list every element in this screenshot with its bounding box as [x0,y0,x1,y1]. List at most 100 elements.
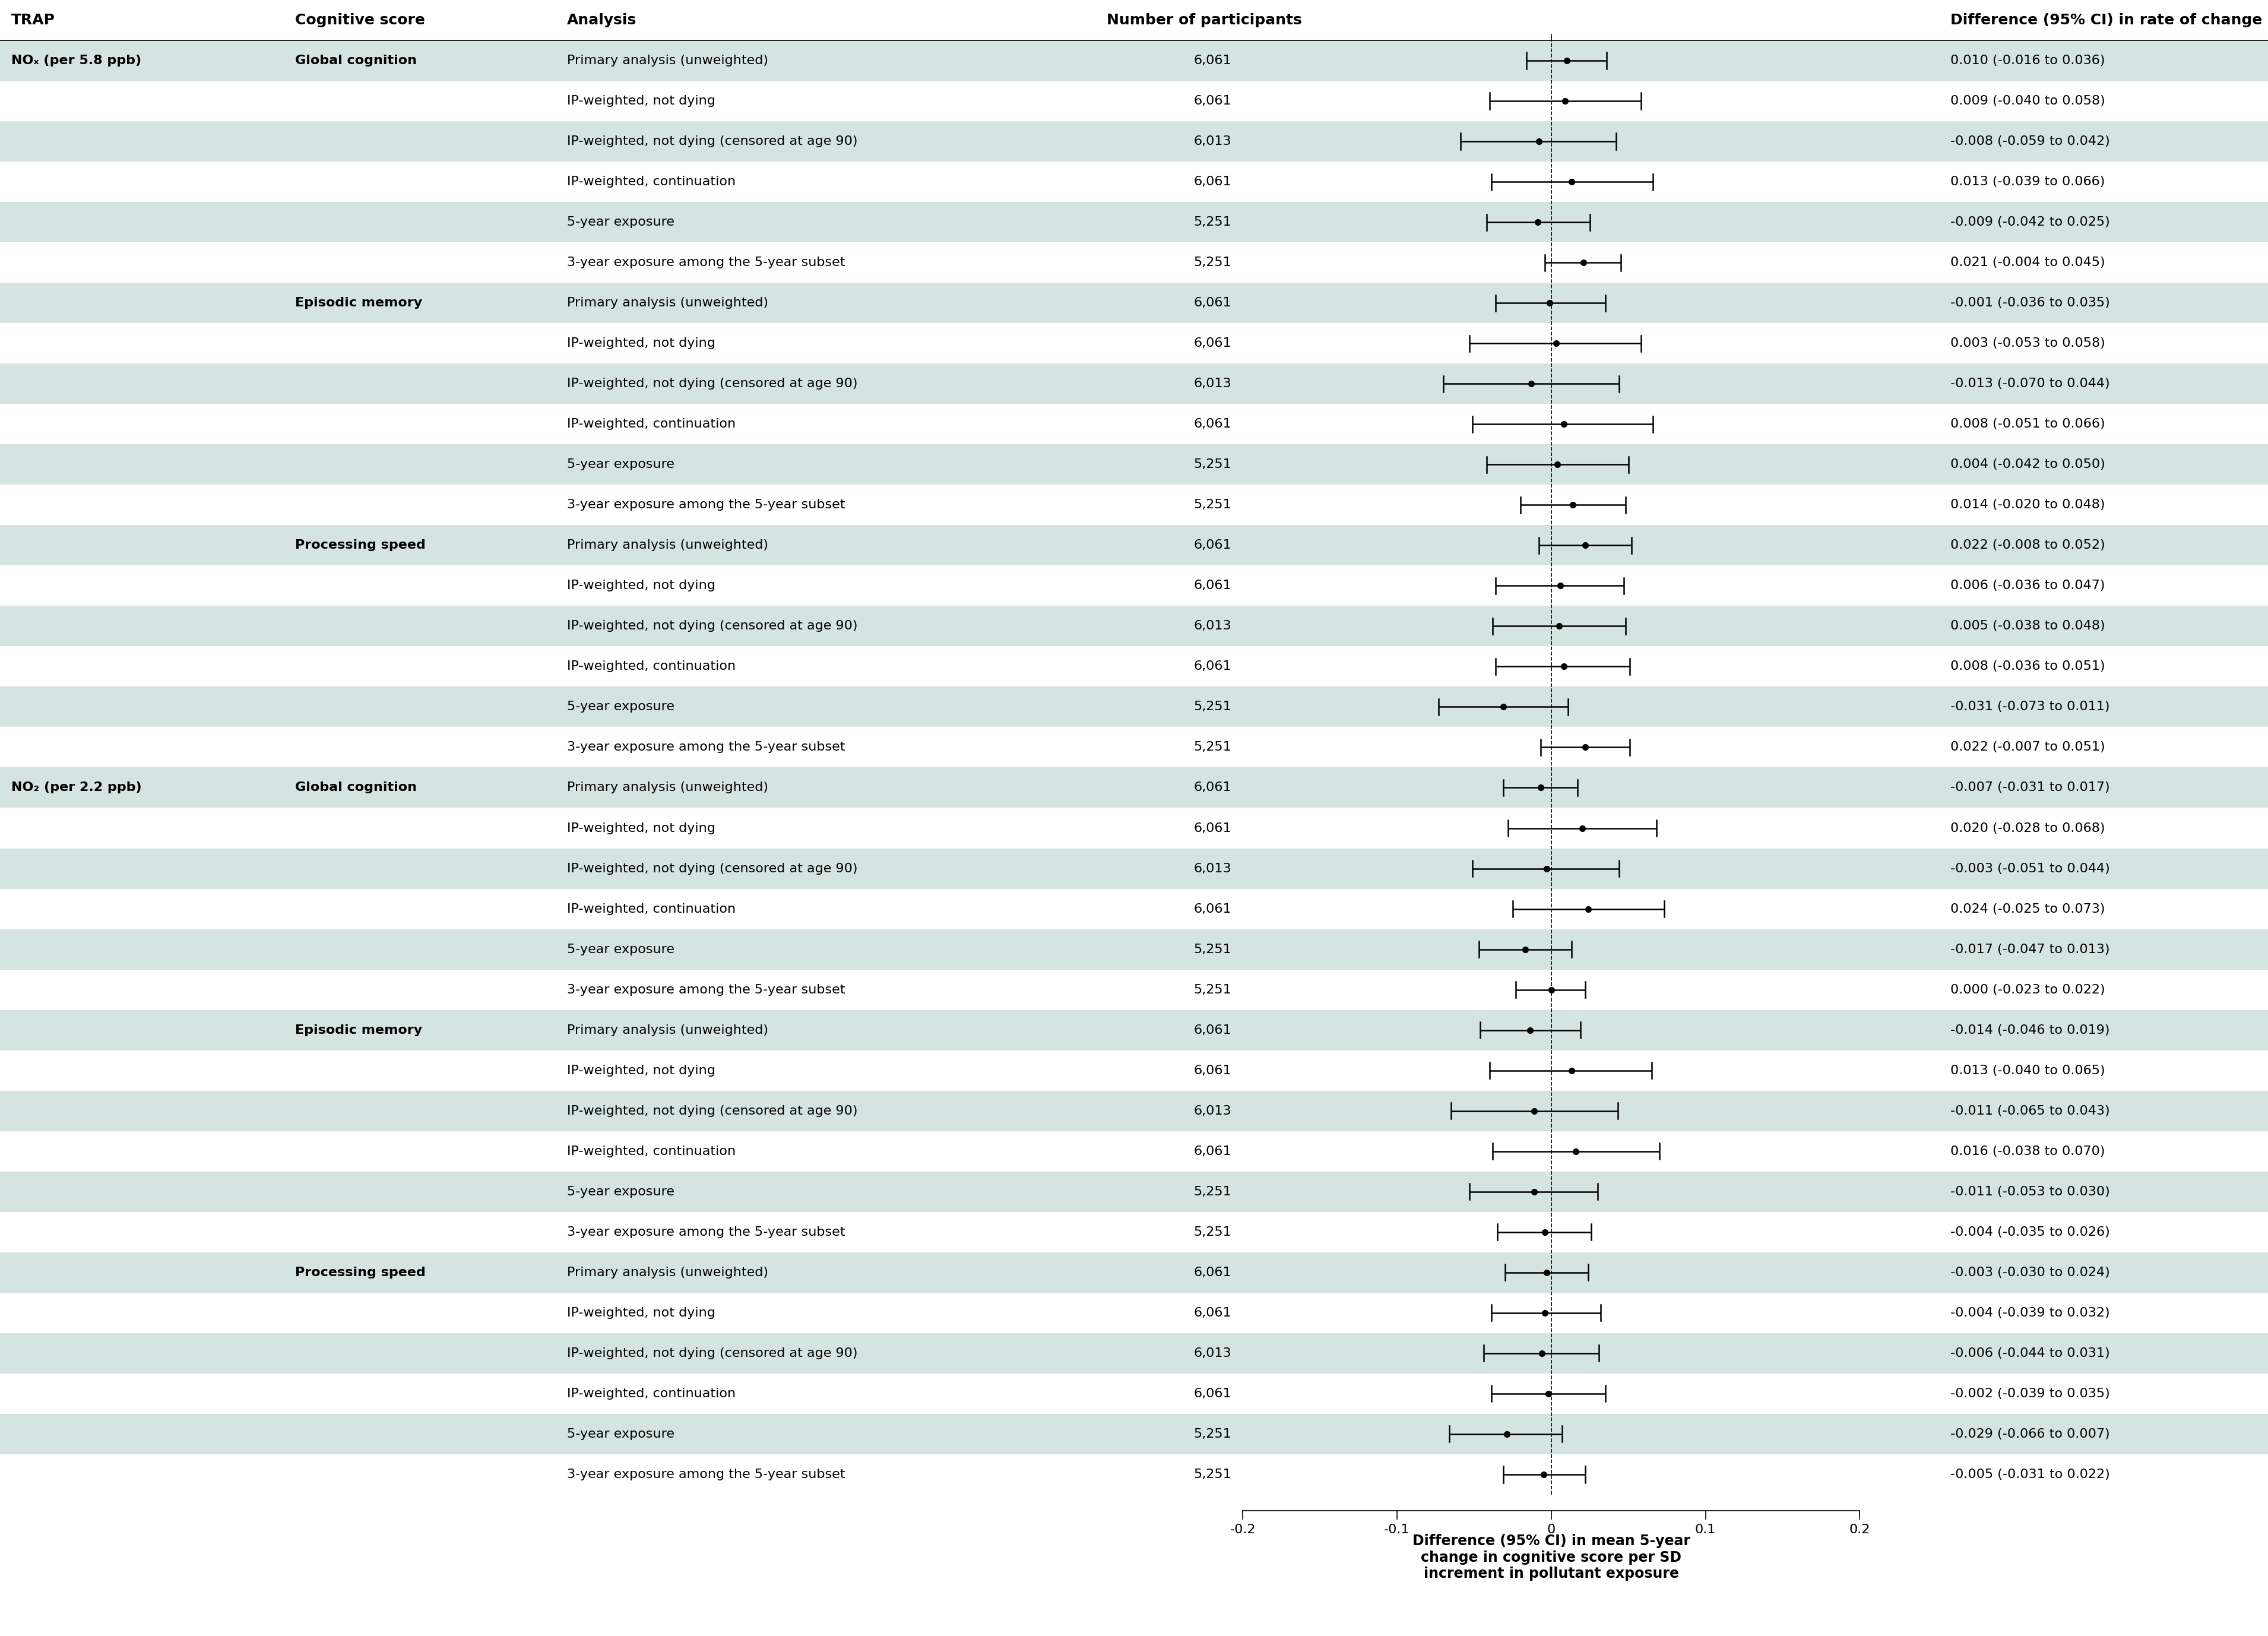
Text: 5,251: 5,251 [1193,1186,1232,1198]
Text: -0.004 (-0.039 to 0.032): -0.004 (-0.039 to 0.032) [1950,1307,2109,1319]
Text: -0.009 (-0.042 to 0.025): -0.009 (-0.042 to 0.025) [1950,216,2109,227]
Text: Primary analysis (unweighted): Primary analysis (unweighted) [567,1024,769,1036]
Text: 0.006 (-0.036 to 0.047): 0.006 (-0.036 to 0.047) [1950,579,2105,592]
Text: IP-weighted, not dying: IP-weighted, not dying [567,823,714,834]
Text: Difference (95% CI) in rate of change: Difference (95% CI) in rate of change [1950,13,2261,28]
Text: 6,061: 6,061 [1193,1387,1232,1399]
Text: 6,061: 6,061 [1193,54,1232,67]
Text: IP-weighted, continuation: IP-weighted, continuation [567,1387,735,1399]
Text: Primary analysis (unweighted): Primary analysis (unweighted) [567,1266,769,1278]
Text: 3-year exposure among the 5-year subset: 3-year exposure among the 5-year subset [567,1225,846,1238]
Text: 5,251: 5,251 [1193,257,1232,268]
Text: Primary analysis (unweighted): Primary analysis (unweighted) [567,298,769,309]
Text: 5,251: 5,251 [1193,983,1232,996]
Text: 3-year exposure among the 5-year subset: 3-year exposure among the 5-year subset [567,1469,846,1481]
Text: -0.2: -0.2 [1229,1523,1256,1536]
Text: IP-weighted, not dying: IP-weighted, not dying [567,95,714,106]
Text: 0.022 (-0.008 to 0.052): 0.022 (-0.008 to 0.052) [1950,540,2105,551]
Text: 0.008 (-0.036 to 0.051): 0.008 (-0.036 to 0.051) [1950,661,2105,672]
Text: 6,013: 6,013 [1193,378,1232,389]
Text: 6,013: 6,013 [1193,620,1232,631]
Text: 5,251: 5,251 [1193,458,1232,471]
Text: Global cognition: Global cognition [295,782,417,793]
Text: 5-year exposure: 5-year exposure [567,1186,674,1198]
Bar [0,1333,2268,1374]
Text: 0.005 (-0.038 to 0.048): 0.005 (-0.038 to 0.048) [1950,620,2105,631]
Text: 0.000 (-0.023 to 0.022): 0.000 (-0.023 to 0.022) [1950,983,2105,996]
Bar [0,1252,2268,1292]
Text: Processing speed: Processing speed [295,540,426,551]
Text: 6,061: 6,061 [1193,823,1232,834]
Bar [0,1009,2268,1050]
Text: NO₂ (per 2.2 ppb): NO₂ (per 2.2 ppb) [11,782,141,793]
Text: IP-weighted, continuation: IP-weighted, continuation [567,175,735,188]
Text: 0.003 (-0.053 to 0.058): 0.003 (-0.053 to 0.058) [1950,337,2105,350]
Text: 5-year exposure: 5-year exposure [567,1428,674,1440]
Text: Processing speed: Processing speed [295,1266,426,1278]
Text: 5,251: 5,251 [1193,499,1232,510]
Text: -0.031 (-0.073 to 0.011): -0.031 (-0.073 to 0.011) [1950,700,2109,713]
Text: IP-weighted, not dying (censored at age 90): IP-weighted, not dying (censored at age … [567,862,857,874]
Text: IP-weighted, not dying (censored at age 90): IP-weighted, not dying (censored at age … [567,1348,857,1360]
Bar [0,849,2268,888]
Text: Primary analysis (unweighted): Primary analysis (unweighted) [567,54,769,67]
Text: Episodic memory: Episodic memory [295,298,422,309]
Bar [0,687,2268,726]
Text: IP-weighted, not dying (censored at age 90): IP-weighted, not dying (censored at age … [567,620,857,631]
Text: 6,061: 6,061 [1193,903,1232,915]
Text: NOₓ (per 5.8 ppb): NOₓ (per 5.8 ppb) [11,54,141,67]
Text: 3-year exposure among the 5-year subset: 3-year exposure among the 5-year subset [567,257,846,268]
Text: IP-weighted, not dying (censored at age 90): IP-weighted, not dying (censored at age … [567,1104,857,1117]
Bar [0,201,2268,242]
Text: 6,061: 6,061 [1193,175,1232,188]
Text: IP-weighted, not dying: IP-weighted, not dying [567,1307,714,1319]
Text: -0.006 (-0.044 to 0.031): -0.006 (-0.044 to 0.031) [1950,1348,2109,1360]
Bar [0,1414,2268,1454]
Text: 3-year exposure among the 5-year subset: 3-year exposure among the 5-year subset [567,741,846,753]
Text: IP-weighted, continuation: IP-weighted, continuation [567,903,735,915]
Bar [0,767,2268,808]
Text: -0.007 (-0.031 to 0.017): -0.007 (-0.031 to 0.017) [1950,782,2109,793]
Text: 5,251: 5,251 [1193,944,1232,955]
Text: Difference (95% CI) in mean 5-year
change in cognitive score per SD
increment in: Difference (95% CI) in mean 5-year chang… [1413,1535,1690,1580]
Text: 5,251: 5,251 [1193,1428,1232,1440]
Text: 0: 0 [1547,1523,1556,1536]
Text: 0.2: 0.2 [1848,1523,1871,1536]
Text: 5,251: 5,251 [1193,700,1232,713]
Text: -0.011 (-0.065 to 0.043): -0.011 (-0.065 to 0.043) [1950,1104,2109,1117]
Text: 6,013: 6,013 [1193,136,1232,147]
Text: Primary analysis (unweighted): Primary analysis (unweighted) [567,540,769,551]
Text: 6,061: 6,061 [1193,337,1232,350]
Text: IP-weighted, not dying: IP-weighted, not dying [567,337,714,350]
Bar [0,41,2268,80]
Bar [0,363,2268,404]
Text: 6,013: 6,013 [1193,1348,1232,1360]
Text: IP-weighted, continuation: IP-weighted, continuation [567,661,735,672]
Bar [0,1091,2268,1130]
Text: 5-year exposure: 5-year exposure [567,700,674,713]
Text: 3-year exposure among the 5-year subset: 3-year exposure among the 5-year subset [567,983,846,996]
Text: Global cognition: Global cognition [295,54,417,67]
Text: 5-year exposure: 5-year exposure [567,216,674,227]
Text: 0.013 (-0.040 to 0.065): 0.013 (-0.040 to 0.065) [1950,1065,2105,1076]
Text: 0.020 (-0.028 to 0.068): 0.020 (-0.028 to 0.068) [1950,823,2105,834]
Text: 5,251: 5,251 [1193,216,1232,227]
Text: -0.014 (-0.046 to 0.019): -0.014 (-0.046 to 0.019) [1950,1024,2109,1036]
Text: Episodic memory: Episodic memory [295,1024,422,1036]
Text: 0.1: 0.1 [1694,1523,1717,1536]
Bar [0,283,2268,324]
Bar [0,605,2268,646]
Text: 0.008 (-0.051 to 0.066): 0.008 (-0.051 to 0.066) [1950,419,2105,430]
Text: IP-weighted, continuation: IP-weighted, continuation [567,1145,735,1157]
Bar [0,121,2268,162]
Text: Cognitive score: Cognitive score [295,13,424,28]
Text: IP-weighted, not dying (censored at age 90): IP-weighted, not dying (censored at age … [567,378,857,389]
Text: 6,061: 6,061 [1193,1065,1232,1076]
Bar [0,929,2268,970]
Bar [0,1171,2268,1212]
Text: 0.004 (-0.042 to 0.050): 0.004 (-0.042 to 0.050) [1950,458,2105,471]
Text: 6,013: 6,013 [1193,1104,1232,1117]
Text: IP-weighted, not dying: IP-weighted, not dying [567,579,714,592]
Text: 6,061: 6,061 [1193,1307,1232,1319]
Text: -0.011 (-0.053 to 0.030): -0.011 (-0.053 to 0.030) [1950,1186,2109,1198]
